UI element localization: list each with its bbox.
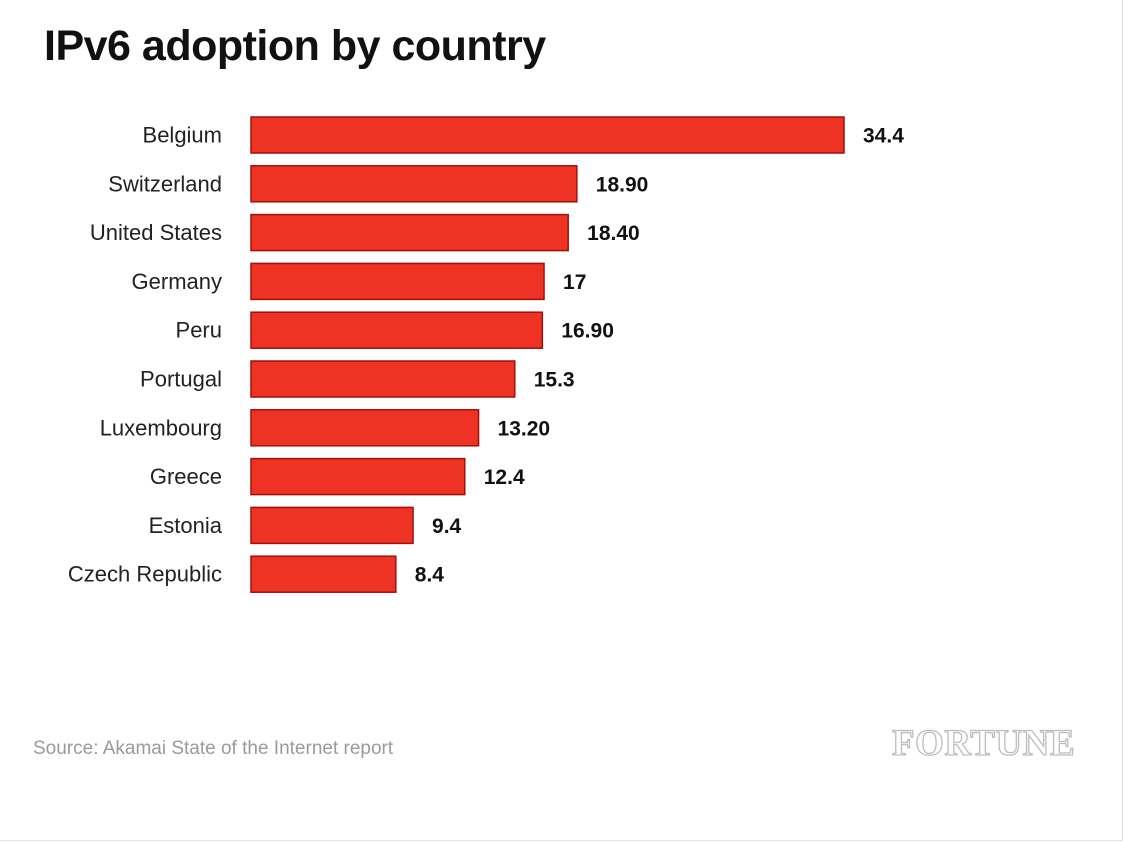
bar-peru <box>250 311 544 349</box>
value-label: 13.20 <box>498 417 551 440</box>
category-label: United States <box>90 220 222 245</box>
bar-estonia <box>250 506 414 545</box>
category-label: Peru <box>176 318 222 343</box>
category-label: Portugal <box>140 367 222 392</box>
value-label: 8.4 <box>415 564 445 587</box>
category-label: Switzerland <box>108 171 222 196</box>
fortune-logo: FORTUNE <box>891 722 1076 764</box>
value-label: 18.40 <box>587 222 640 245</box>
bar-united-states <box>250 213 569 252</box>
category-label: Estonia <box>149 513 223 538</box>
value-label: 9.4 <box>432 515 462 538</box>
bar-luxembourg <box>250 409 480 447</box>
category-label: Germany <box>132 269 222 294</box>
chart-title: IPv6 adoption by country <box>44 22 546 70</box>
bar-belgium <box>250 116 845 154</box>
value-label: 12.4 <box>484 466 525 489</box>
source-note: Source: Akamai State of the Internet rep… <box>33 738 394 759</box>
bar-germany <box>250 262 545 301</box>
value-label: 16.90 <box>561 320 614 343</box>
value-label: 15.3 <box>534 369 575 392</box>
category-label: Greece <box>150 464 222 489</box>
bar-greece <box>250 457 466 496</box>
category-label: Belgium <box>143 123 222 148</box>
bar-switzerland <box>250 165 578 203</box>
category-label: Czech Republic <box>68 562 222 587</box>
bar-portugal <box>250 360 516 398</box>
category-label: Luxembourg <box>100 415 222 440</box>
value-label: 34.4 <box>863 125 904 148</box>
bar-czech-republic <box>250 555 397 593</box>
value-label: 18.90 <box>596 173 649 196</box>
value-label: 17 <box>563 271 586 294</box>
